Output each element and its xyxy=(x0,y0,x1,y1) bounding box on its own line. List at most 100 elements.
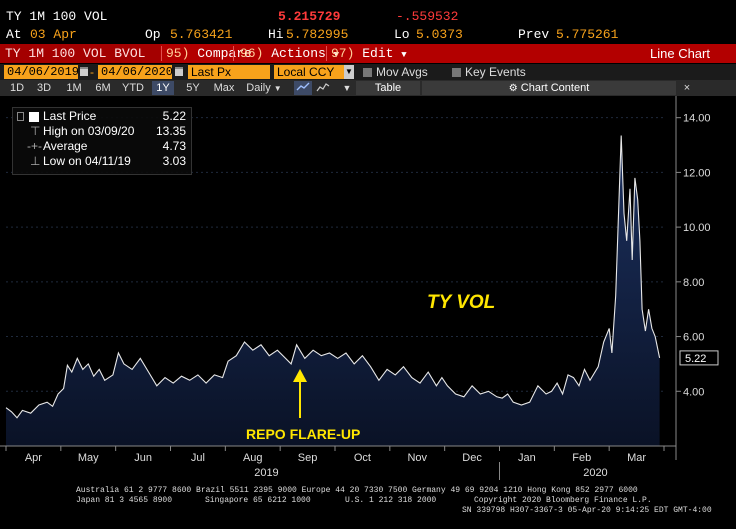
chart-legend[interactable]: Last Price 5.22 ⊤ High on 03/09/20 13.35… xyxy=(12,107,192,175)
area-fill xyxy=(6,135,660,446)
frequency-label: Daily xyxy=(246,82,271,94)
footer-singapore: Singapore 65 6212 1000 xyxy=(205,496,311,505)
currency-select[interactable]: Local CCY xyxy=(274,65,344,79)
key-events-label: Key Events xyxy=(465,65,526,79)
x-tick-label: Sep xyxy=(298,452,318,464)
period-button-max[interactable]: Max xyxy=(213,82,235,94)
period-button-1d[interactable]: 1D xyxy=(9,82,25,94)
open-value: 5.763421 xyxy=(170,27,233,42)
x-tick-label: Jan xyxy=(518,452,536,464)
line-chart[interactable]: 4.00 6.00 8.00 10.00 12.00 14.00 5.22 Apr May Ju… xyxy=(0,96,736,482)
edit-menu[interactable]: 97) Edit ▼ xyxy=(331,44,407,63)
price-line xyxy=(5,135,661,419)
calendar-icon[interactable] xyxy=(175,67,183,76)
chart-content-label: Chart Content xyxy=(520,82,590,94)
divider xyxy=(233,46,234,61)
y-tick-label: 12.00 xyxy=(683,167,711,179)
view-title: Line Chart xyxy=(650,46,710,61)
close-icon[interactable]: × xyxy=(683,82,691,94)
y-tick-label: 4.00 xyxy=(683,386,704,398)
x-tick-label: Mar xyxy=(627,452,646,464)
compare-label: Compare xyxy=(197,46,252,61)
calendar-icon[interactable] xyxy=(80,67,88,76)
legend-high: ⊤ High on 03/09/20 13.35 xyxy=(13,124,191,139)
x-tick-label: Nov xyxy=(407,452,427,464)
x-tick-label: Oct xyxy=(354,452,371,464)
checkbox-icon[interactable] xyxy=(17,112,24,121)
mov-avgs-toggle[interactable]: Mov Avgs xyxy=(363,65,428,79)
x-tick-label: Aug xyxy=(243,452,263,464)
x-year-label: 2019 xyxy=(254,467,278,479)
legend-value: 3.03 xyxy=(162,154,186,168)
average-marker-icon: -+- xyxy=(27,139,42,153)
mov-avgs-label: Mov Avgs xyxy=(376,65,428,79)
x-tick-label: Jul xyxy=(191,452,205,464)
start-date-input[interactable]: 04/06/2019 xyxy=(4,65,79,79)
net-change: -.559532 xyxy=(396,9,459,24)
legend-label: Low on 04/11/19 xyxy=(43,154,131,168)
prev-label: Prev xyxy=(518,27,550,42)
dropdown-arrow-icon: ▼ xyxy=(333,50,340,60)
low-value: 5.0373 xyxy=(416,27,463,42)
y-axis: 4.00 6.00 8.00 10.00 12.00 14.00 5.22 xyxy=(675,96,719,460)
chart-settings-row: 04/06/2019 - 04/06/2020 Last Px Local CC… xyxy=(0,64,736,80)
compare-menu[interactable]: 95) Compare xyxy=(166,44,252,63)
period-button-6m[interactable]: 6M xyxy=(95,82,111,94)
swatch-icon xyxy=(29,112,39,122)
chevron-down-icon: ▼ xyxy=(273,84,282,93)
chevron-down-icon[interactable]: ▼ xyxy=(344,65,354,79)
period-toolbar: 1D 3D 1M 6M YTD 1Y 5Y Max Daily ▼ ▼ Table ⚙ Cha… xyxy=(0,80,736,96)
footer-japan: Japan 81 3 4565 8900 xyxy=(76,496,173,505)
edit-label: Edit xyxy=(362,46,394,61)
security-name: TY 1M 100 VOL xyxy=(6,9,108,24)
low-marker-icon: ⊥ xyxy=(30,154,41,168)
legend-label: Average xyxy=(43,139,88,153)
last-value-label: 5.22 xyxy=(685,353,706,365)
dropdown-arrow-icon[interactable]: ▼ xyxy=(342,83,352,93)
y-tick-label: 6.00 xyxy=(683,332,704,344)
open-label: Op xyxy=(145,27,161,42)
dropdown-arrow-icon: ▼ xyxy=(401,50,407,60)
period-button-3d[interactable]: 3D xyxy=(36,82,52,94)
y-tick-label: 8.00 xyxy=(683,277,704,289)
divider xyxy=(326,46,327,61)
x-tick-label: May xyxy=(78,452,99,464)
x-axis: Apr May Jun Jul Aug Sep Oct Nov Dec Jan Feb Mar 2019… xyxy=(0,445,676,480)
draw-tool-icon[interactable] xyxy=(314,81,332,95)
table-tab[interactable]: Table xyxy=(356,81,420,95)
date-separator: - xyxy=(90,65,94,79)
gear-icon: ⚙ xyxy=(508,83,518,94)
footer-us: U.S. 1 212 318 2000 xyxy=(345,496,437,505)
footer: Australia 61 2 9777 8600 Brazil 5511 239… xyxy=(0,482,736,529)
compare-number: 95) xyxy=(166,46,190,61)
period-button-1m[interactable]: 1M xyxy=(66,82,82,94)
actions-number: 96) xyxy=(240,46,264,61)
footer-copyright: Copyright 2020 Bloomberg Finance L.P. xyxy=(474,496,652,505)
period-button-1y[interactable]: 1Y xyxy=(152,81,174,95)
edit-number: 97) xyxy=(331,46,355,61)
footer-session: SN 339798 H307-3367-3 05-Apr-20 9:14:25 … xyxy=(462,506,712,515)
legend-value: 4.73 xyxy=(162,139,186,153)
checkbox-icon xyxy=(363,68,372,77)
legend-value: 13.35 xyxy=(155,124,186,138)
ticker-field[interactable]: TY 1M 100 VOL BVOL xyxy=(0,44,160,63)
chart-content-tab[interactable]: ⚙ Chart Content xyxy=(422,81,676,95)
actions-menu[interactable]: 96) Actions ▼ xyxy=(240,44,339,63)
checkbox-icon xyxy=(452,68,461,77)
key-events-toggle[interactable]: Key Events xyxy=(452,65,526,79)
function-bar: TY 1M 100 VOL BVOL 95) Compare 96) Actio… xyxy=(0,44,736,63)
x-tick-label: Feb xyxy=(572,452,591,464)
end-date-input[interactable]: 04/06/2020 xyxy=(98,65,173,79)
period-button-ytd[interactable]: YTD xyxy=(122,82,144,94)
at-label: At xyxy=(6,27,22,42)
period-button-5y[interactable]: 5Y xyxy=(186,82,200,94)
frequency-select[interactable]: Daily ▼ xyxy=(244,81,284,95)
x-tick-label: Dec xyxy=(462,452,482,464)
line-chart-icon[interactable] xyxy=(294,81,312,95)
quote-date: 03 Apr xyxy=(30,27,77,42)
up-arrow-icon xyxy=(293,369,307,418)
legend-average: -+- Average 4.73 xyxy=(13,139,191,154)
legend-low: ⊥ Low on 04/11/19 3.03 xyxy=(13,154,191,169)
field-select[interactable]: Last Px xyxy=(188,65,270,79)
x-tick-label: Apr xyxy=(25,452,42,464)
